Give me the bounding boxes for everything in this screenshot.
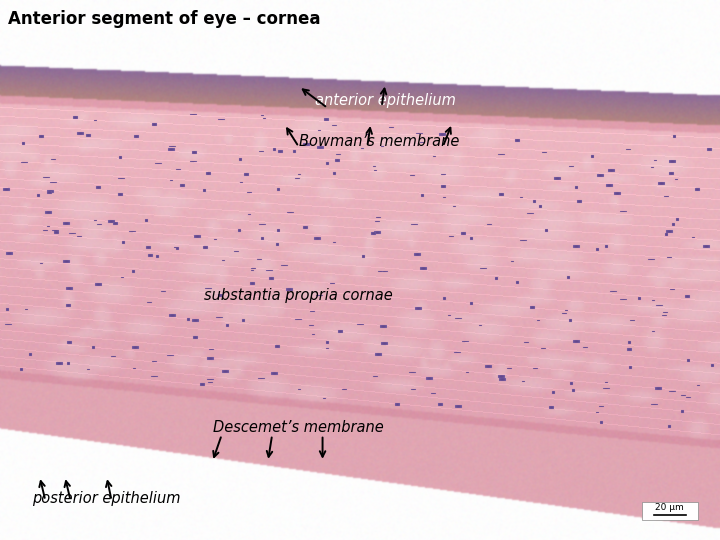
- Text: 20 μm: 20 μm: [655, 503, 684, 512]
- Text: substantia propria cornae: substantia propria cornae: [204, 288, 393, 303]
- Bar: [642, 502, 698, 521]
- Text: Anterior segment of eye – cornea: Anterior segment of eye – cornea: [8, 10, 320, 28]
- Text: posterior epithelium: posterior epithelium: [32, 491, 181, 507]
- Text: Bowman’s membrane: Bowman’s membrane: [299, 134, 459, 149]
- Text: Descemet’s membrane: Descemet’s membrane: [213, 420, 384, 435]
- Text: anterior epithelium: anterior epithelium: [315, 93, 456, 109]
